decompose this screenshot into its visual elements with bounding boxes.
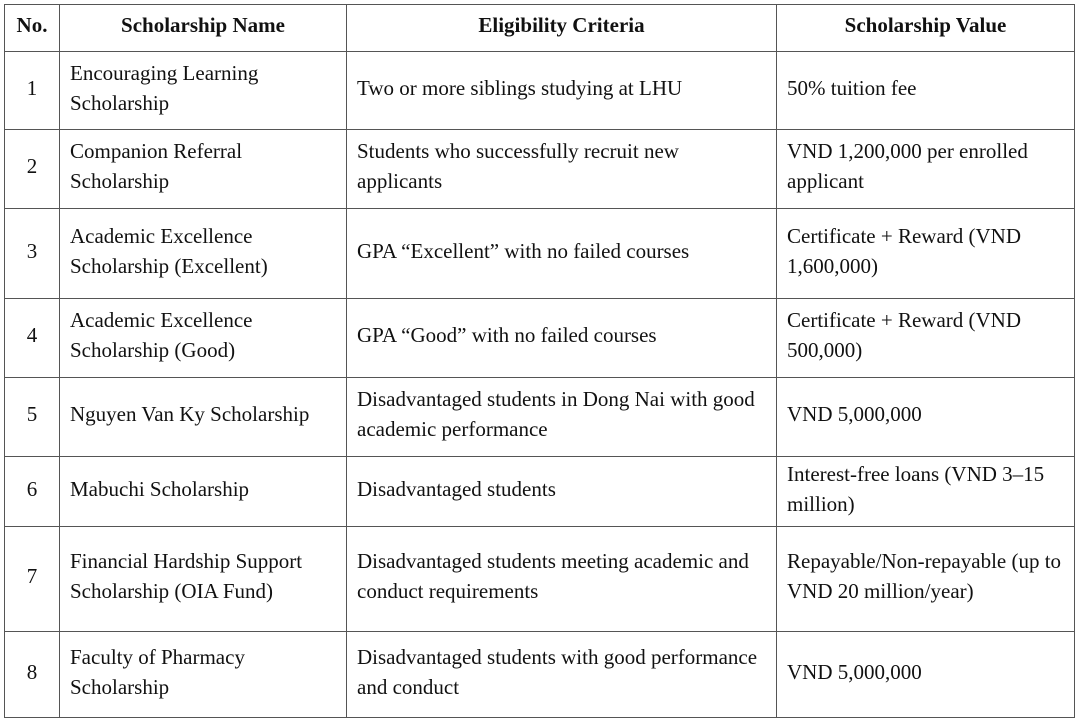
scholarship-table: No. Scholarship Name Eligibility Criteri… xyxy=(4,4,1075,718)
eligibility-criteria: GPA “Good” with no failed courses xyxy=(346,298,777,378)
table-row: 5 Nguyen Van Ky Scholarship Disadvantaged … xyxy=(4,377,1075,457)
eligibility-criteria: Disadvantaged students meeting academic … xyxy=(346,526,777,632)
eligibility-criteria: Disadvantaged students with good perform… xyxy=(346,631,777,718)
table-row: 8 Faculty of Pharmacy Scholarship Disadvan… xyxy=(4,631,1075,718)
table-row: 6 Mabuchi Scholarship Disadvantaged studen… xyxy=(4,456,1075,527)
row-number: 2 xyxy=(4,129,60,209)
table-row: 3 Academic Excellence Scholarship (Excell… xyxy=(4,208,1075,299)
scholarship-name: Academic Excellence Scholarship (Excelle… xyxy=(59,208,347,299)
scholarship-name: Mabuchi Scholarship xyxy=(59,456,347,527)
row-number: 5 xyxy=(4,377,60,457)
eligibility-criteria: Disadvantaged students xyxy=(346,456,777,527)
header-criteria: Eligibility Criteria xyxy=(346,4,777,52)
table-row: 4 Academic Excellence Scholarship (Good) G… xyxy=(4,298,1075,378)
scholarship-name: Academic Excellence Scholarship (Good) xyxy=(59,298,347,378)
table-row: 7 Financial Hardship Support Scholarship … xyxy=(4,526,1075,632)
eligibility-criteria: Students who successfully recruit new ap… xyxy=(346,129,777,209)
row-number: 4 xyxy=(4,298,60,378)
row-number: 8 xyxy=(4,631,60,718)
row-number: 1 xyxy=(4,51,60,130)
row-number: 7 xyxy=(4,526,60,632)
scholarship-name: Companion Referral Scholarship xyxy=(59,129,347,209)
eligibility-criteria: Disadvantaged students in Dong Nai with … xyxy=(346,377,777,457)
scholarship-value: VND 1,200,000 per enrolled applicant xyxy=(776,129,1075,209)
scholarship-value: 50% tuition fee xyxy=(776,51,1075,130)
row-number: 6 xyxy=(4,456,60,527)
header-row: No. Scholarship Name Eligibility Criteri… xyxy=(4,4,1075,52)
scholarship-value: VND 5,000,000 xyxy=(776,631,1075,718)
scholarship-name: Nguyen Van Ky Scholarship xyxy=(59,377,347,457)
scholarship-value: Repayable/Non-repayable (up to VND 20 mi… xyxy=(776,526,1075,632)
scholarship-value: VND 5,000,000 xyxy=(776,377,1075,457)
eligibility-criteria: Two or more siblings studying at LHU xyxy=(346,51,777,130)
header-value: Scholarship Value xyxy=(776,4,1075,52)
row-number: 3 xyxy=(4,208,60,299)
table-row: 1 Encouraging Learning Scholarship Two or … xyxy=(4,51,1075,130)
table-row: 2 Companion Referral Scholarship Students … xyxy=(4,129,1075,209)
scholarship-name: Encouraging Learning Scholarship xyxy=(59,51,347,130)
eligibility-criteria: GPA “Excellent” with no failed courses xyxy=(346,208,777,299)
header-name: Scholarship Name xyxy=(59,4,347,52)
scholarship-name: Financial Hardship Support Scholarship (… xyxy=(59,526,347,632)
scholarship-name: Faculty of Pharmacy Scholarship xyxy=(59,631,347,718)
scholarship-value: Certificate + Reward (VND 1,600,000) xyxy=(776,208,1075,299)
scholarship-value: Interest-free loans (VND 3–15 million) xyxy=(776,456,1075,527)
header-no: No. xyxy=(4,4,60,52)
scholarship-value: Certificate + Reward (VND 500,000) xyxy=(776,298,1075,378)
